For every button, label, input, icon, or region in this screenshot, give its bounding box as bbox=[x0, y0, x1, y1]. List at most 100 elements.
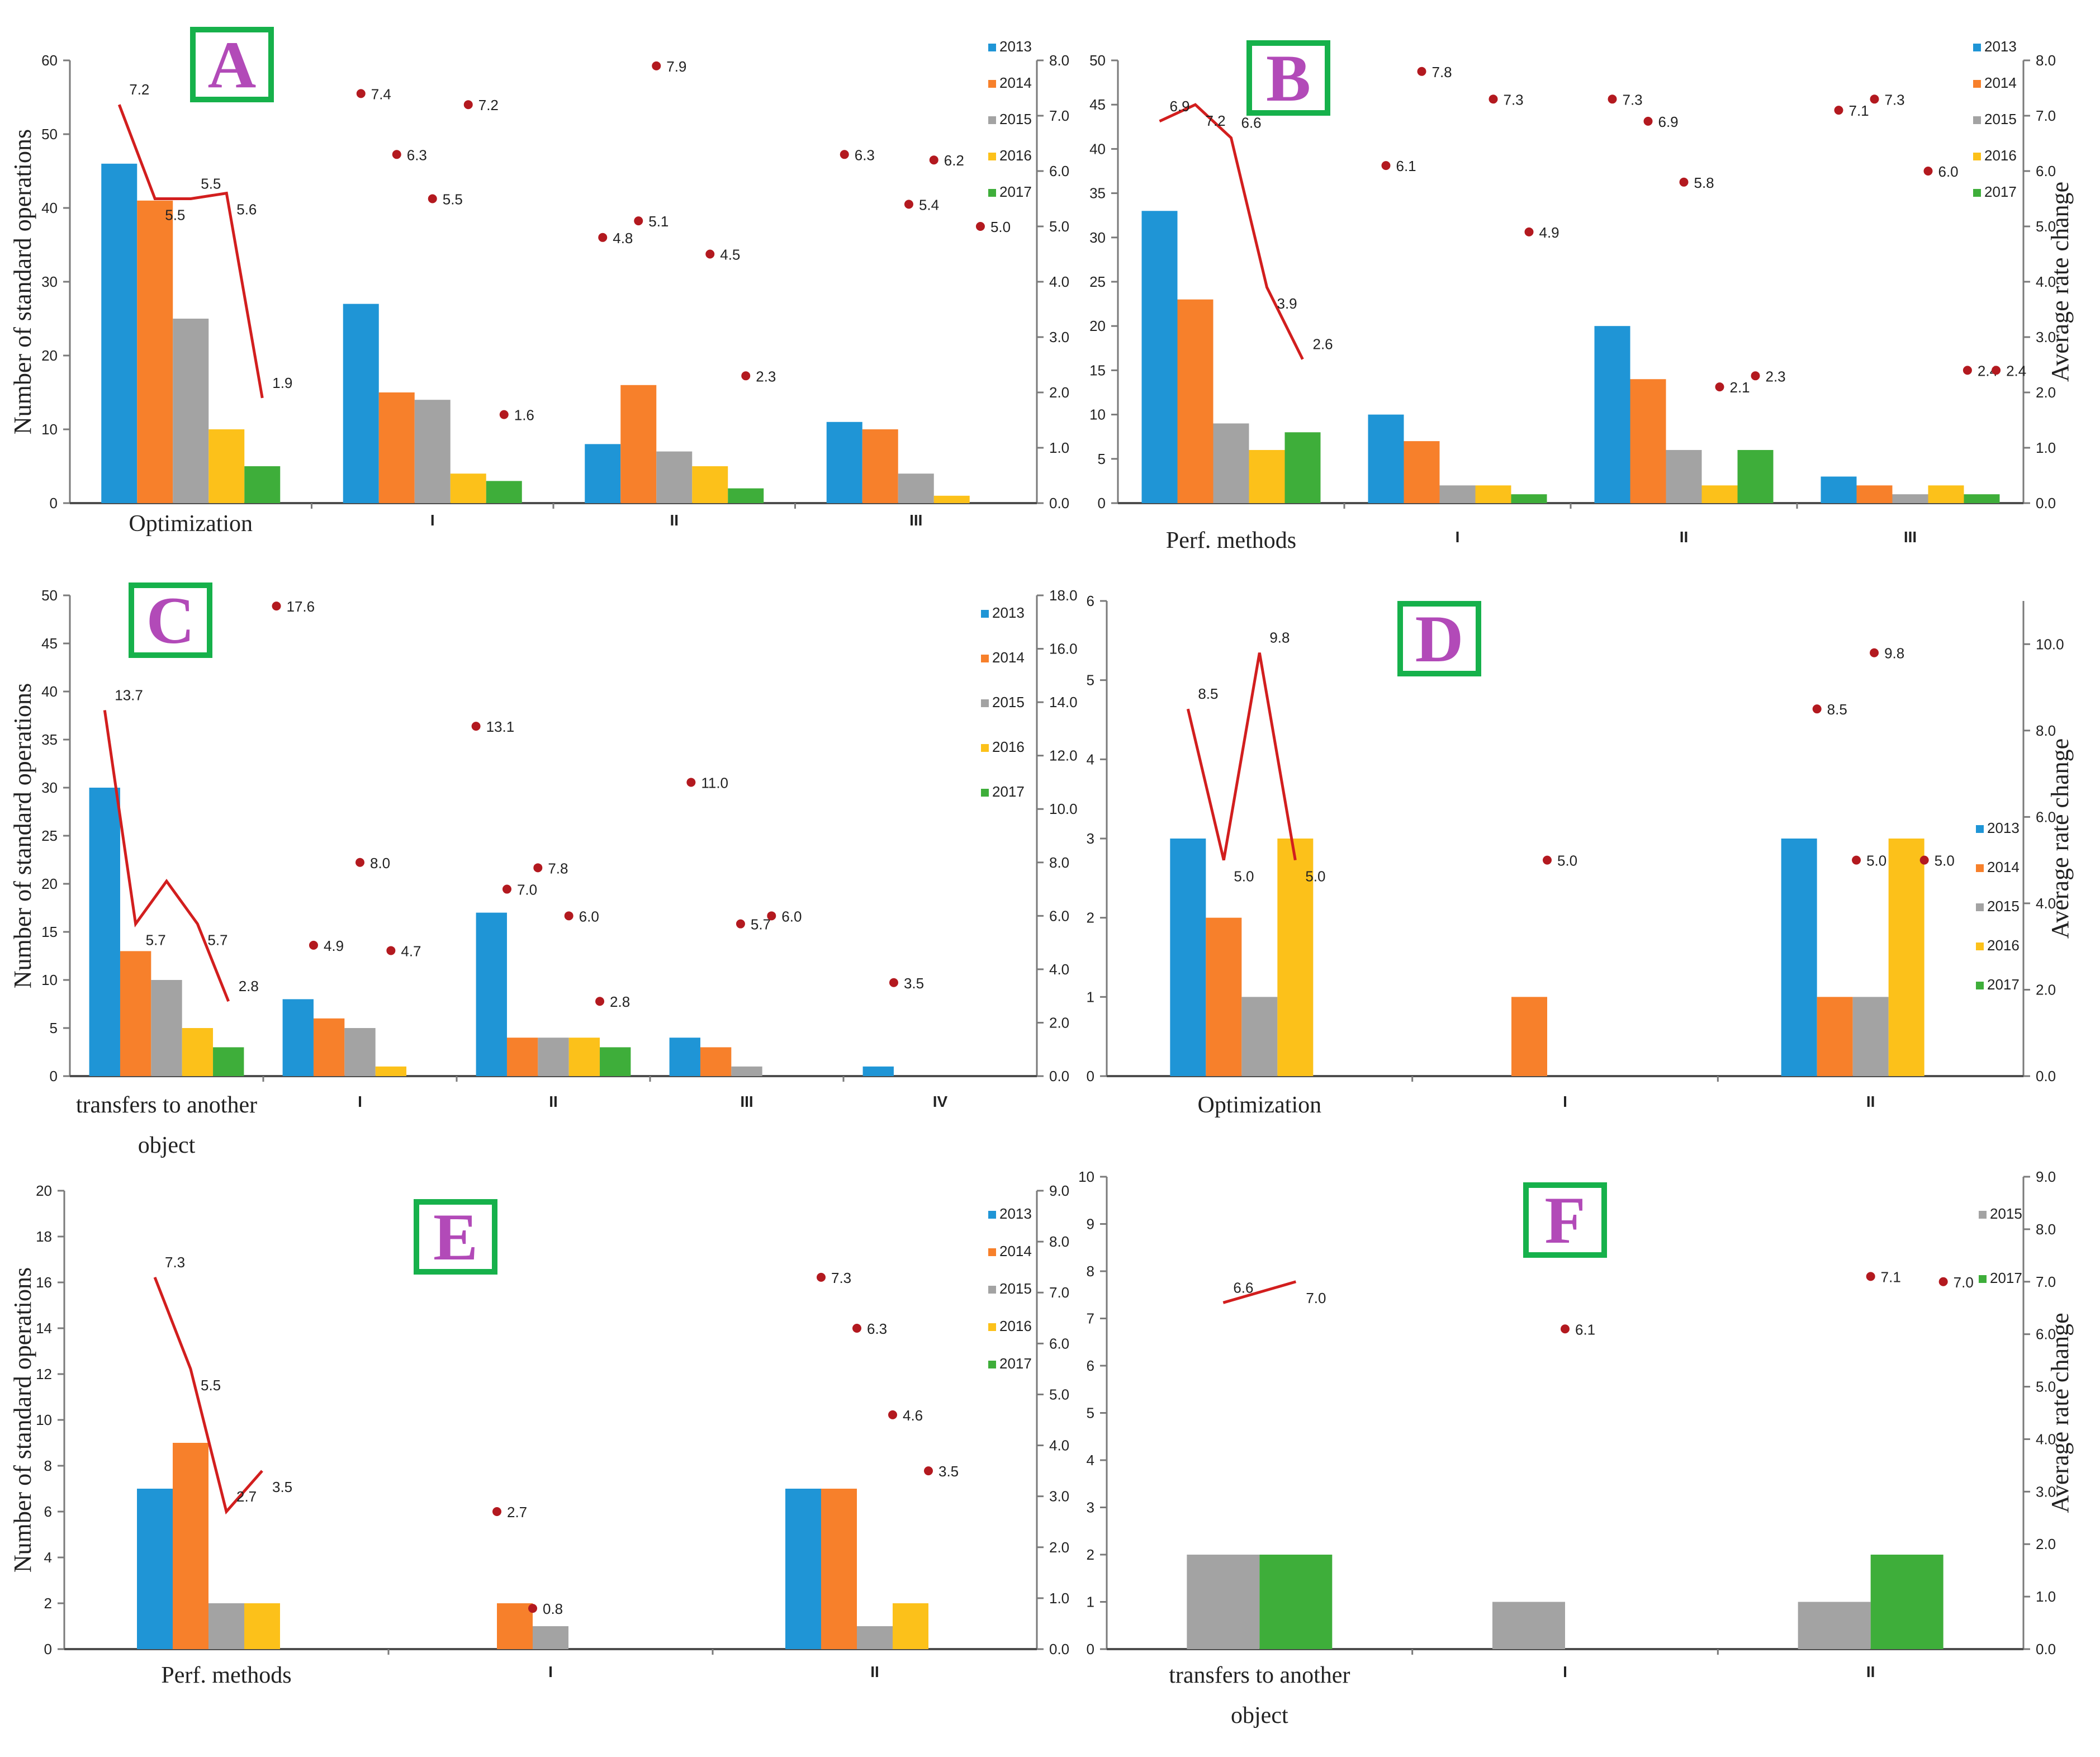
x-tick-sublabel: object bbox=[138, 1133, 196, 1158]
rate-point-label: 7.0 bbox=[1954, 1274, 1974, 1291]
x-tick-label: transfers to another bbox=[1169, 1663, 1350, 1688]
x-tick-label: I bbox=[1456, 528, 1460, 546]
y-tick-label-left: 5 bbox=[1098, 451, 1106, 467]
rate-point-label: 6.1 bbox=[1396, 158, 1416, 174]
y-tick-label-left: 45 bbox=[41, 635, 58, 652]
rate-point-label: 6.3 bbox=[407, 146, 427, 163]
bar-2013 bbox=[1594, 326, 1630, 503]
x-tick-label: II bbox=[870, 1663, 879, 1680]
x-tick-label: Perf. methods bbox=[161, 1663, 291, 1688]
legend-label-2017: 2017 bbox=[1987, 976, 2020, 993]
rate-line-label: 8.5 bbox=[1198, 685, 1218, 702]
rate-point-label: 2.1 bbox=[1730, 379, 1750, 396]
bar-2013 bbox=[476, 912, 507, 1076]
rate-point bbox=[528, 1604, 537, 1613]
rate-line-label: 5.6 bbox=[236, 201, 257, 218]
y-tick-label-right: 7.0 bbox=[2036, 107, 2056, 124]
legend-label-2013: 2013 bbox=[1987, 820, 2020, 836]
rate-point-label: 7.0 bbox=[517, 882, 537, 898]
y-tick-label-left: 0 bbox=[1087, 1641, 1094, 1657]
panel-label-d: D bbox=[1397, 601, 1481, 676]
rate-line-label: 13.7 bbox=[115, 686, 143, 703]
legend-swatch-2013 bbox=[981, 610, 989, 618]
legend-label-2015: 2015 bbox=[1984, 111, 2017, 127]
bar-2013 bbox=[89, 788, 120, 1076]
rate-point bbox=[564, 911, 573, 921]
rate-point-label: 7.3 bbox=[831, 1270, 851, 1286]
bar-2013 bbox=[785, 1489, 821, 1649]
rate-point bbox=[355, 858, 364, 867]
rate-point bbox=[767, 911, 776, 921]
y-tick-label-left: 30 bbox=[41, 779, 58, 796]
rate-point bbox=[533, 863, 543, 873]
bar-2017 bbox=[728, 488, 764, 503]
rate-point-label: 7.3 bbox=[1885, 91, 1905, 108]
y-tick-label-left: 50 bbox=[41, 126, 58, 143]
bar-2016 bbox=[1888, 839, 1924, 1076]
y-tick-label-left: 16 bbox=[36, 1274, 52, 1291]
rate-point-label: 11.0 bbox=[701, 774, 728, 791]
rate-point bbox=[1524, 227, 1534, 236]
bar-2013 bbox=[1170, 839, 1206, 1076]
y-tick-label-left: 14 bbox=[36, 1320, 52, 1337]
y-tick-label-left: 18 bbox=[36, 1228, 52, 1245]
chart-panel-f: 0 1 2 3 4 5 6 7 8 9 10 0.0 1.0 2.0 3.0 4.0 5.0 6.0 7.0 8.0 9… bbox=[1078, 1168, 2074, 1728]
y-tick-label-right: 4.0 bbox=[1049, 961, 1069, 978]
legend-swatch-2017 bbox=[988, 1361, 996, 1368]
y-tick-label-right: 6.0 bbox=[2036, 1326, 2056, 1343]
legend-label-2014: 2014 bbox=[1987, 859, 2020, 875]
rate-line-label: 5.7 bbox=[146, 932, 166, 949]
bar-2015 bbox=[173, 319, 209, 503]
x-tick-label: transfers to another bbox=[76, 1092, 257, 1118]
bar-2015 bbox=[344, 1028, 376, 1076]
y-tick-label-left: 25 bbox=[1089, 273, 1106, 290]
rate-line-label: 2.7 bbox=[236, 1488, 257, 1505]
rate-point-label: 4.6 bbox=[903, 1407, 923, 1424]
rate-point-label: 2.3 bbox=[1766, 368, 1786, 385]
y-tick-label-right: 16.0 bbox=[1049, 641, 1078, 657]
bar-2017 bbox=[600, 1047, 631, 1076]
legend-swatch-2014 bbox=[988, 80, 996, 88]
y-tick-label-right: 4.0 bbox=[2036, 895, 2056, 912]
legend-swatch-2016 bbox=[981, 744, 989, 752]
bar-2013 bbox=[137, 1489, 173, 1649]
y-tick-label-right: 12.0 bbox=[1049, 747, 1078, 764]
rate-point bbox=[1489, 94, 1498, 104]
bar-2014 bbox=[862, 429, 898, 503]
chart-panel-c: 0 5 10 15 20 25 30 35 40 45 50 0.0 2.0 4.0 6.0 8.0 10.0 1… bbox=[9, 587, 1078, 1158]
y-tick-label-right: 4.0 bbox=[2036, 1431, 2056, 1447]
rate-point bbox=[1992, 366, 2001, 375]
y-tick-label-left: 5 bbox=[50, 1020, 58, 1036]
y-tick-label-right: 8.0 bbox=[1049, 854, 1069, 871]
y-tick-label-left: 20 bbox=[41, 347, 58, 364]
legend-swatch-2013 bbox=[988, 44, 996, 51]
rate-point-label: 2.3 bbox=[756, 368, 776, 385]
bar-2015 bbox=[1439, 485, 1476, 503]
y-tick-label-right: 8.0 bbox=[1049, 1233, 1069, 1250]
rate-point-label: 7.4 bbox=[371, 86, 391, 102]
rate-point bbox=[1962, 366, 1972, 375]
rate-line-label: 6.6 bbox=[1233, 1279, 1253, 1296]
x-tick-label: Optimization bbox=[1198, 1092, 1322, 1118]
y-tick-label-right: 3.0 bbox=[1049, 329, 1069, 345]
legend-swatch-2017 bbox=[981, 789, 989, 797]
bar-2015 bbox=[731, 1066, 762, 1076]
rate-line-label: 7.3 bbox=[165, 1254, 185, 1271]
legend-label-2017: 2017 bbox=[999, 1355, 1032, 1372]
rate-point bbox=[356, 89, 366, 98]
rate-point-label: 4.9 bbox=[324, 937, 344, 954]
y-tick-label-right: 6.0 bbox=[1049, 907, 1069, 924]
y-tick-label-right: 10.0 bbox=[1049, 801, 1078, 817]
panel-label-c: C bbox=[129, 582, 212, 658]
rate-point-label: 3.5 bbox=[938, 1463, 959, 1480]
y-tick-label-right: 6.0 bbox=[1049, 1335, 1069, 1352]
rate-point bbox=[929, 155, 938, 165]
rate-point-label: 5.5 bbox=[443, 191, 463, 208]
x-tick-sublabel: object bbox=[1231, 1703, 1288, 1728]
legend-swatch-2016 bbox=[988, 1323, 996, 1331]
legend-swatch-2017 bbox=[1976, 982, 1984, 989]
rate-point-label: 2.7 bbox=[507, 1504, 527, 1521]
legend-label-2016: 2016 bbox=[992, 738, 1025, 755]
y-tick-label-left: 40 bbox=[41, 200, 58, 216]
